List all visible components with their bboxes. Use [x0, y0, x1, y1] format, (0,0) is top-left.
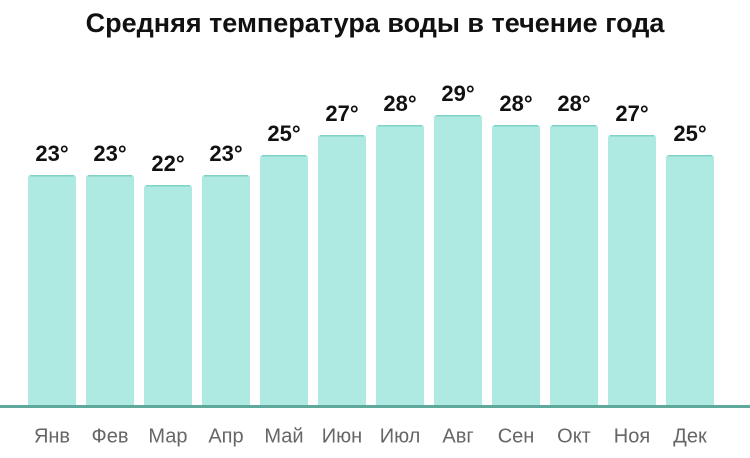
value-label: 25° [673, 121, 706, 146]
chart-title: Средняя температура воды в течение года [86, 8, 666, 38]
bar [144, 185, 192, 405]
bar [666, 155, 714, 405]
x-tick-label: Янв [34, 425, 70, 447]
value-label: 29° [441, 81, 474, 106]
x-tick-label: Май [264, 425, 303, 447]
x-tick-label: Июл [380, 425, 421, 447]
x-tick-label: Дек [673, 425, 707, 447]
x-tick-label: Сен [498, 425, 535, 447]
bar [86, 175, 134, 405]
bar [28, 175, 76, 405]
value-label: 27° [615, 101, 648, 126]
bar [434, 115, 482, 405]
value-label: 28° [383, 91, 416, 116]
value-label: 25° [267, 121, 300, 146]
bar [260, 155, 308, 405]
value-label: 23° [35, 141, 68, 166]
value-label: 23° [209, 141, 242, 166]
x-tick-label: Фев [92, 425, 129, 447]
bar [318, 135, 366, 405]
bar [492, 125, 540, 405]
value-label: 28° [499, 91, 532, 116]
bar [550, 125, 598, 405]
x-tick-label: Июн [322, 425, 362, 447]
value-label: 27° [325, 101, 358, 126]
x-tick-label: Мар [148, 425, 187, 447]
x-tick-label: Ноя [614, 425, 650, 447]
value-label: 23° [93, 141, 126, 166]
value-label: 22° [151, 151, 184, 176]
bar [608, 135, 656, 405]
value-label: 28° [557, 91, 590, 116]
x-tick-label: Апр [208, 425, 243, 447]
x-tick-label: Авг [442, 425, 473, 447]
bar [202, 175, 250, 405]
bar [376, 125, 424, 405]
x-tick-label: Окт [557, 425, 591, 447]
